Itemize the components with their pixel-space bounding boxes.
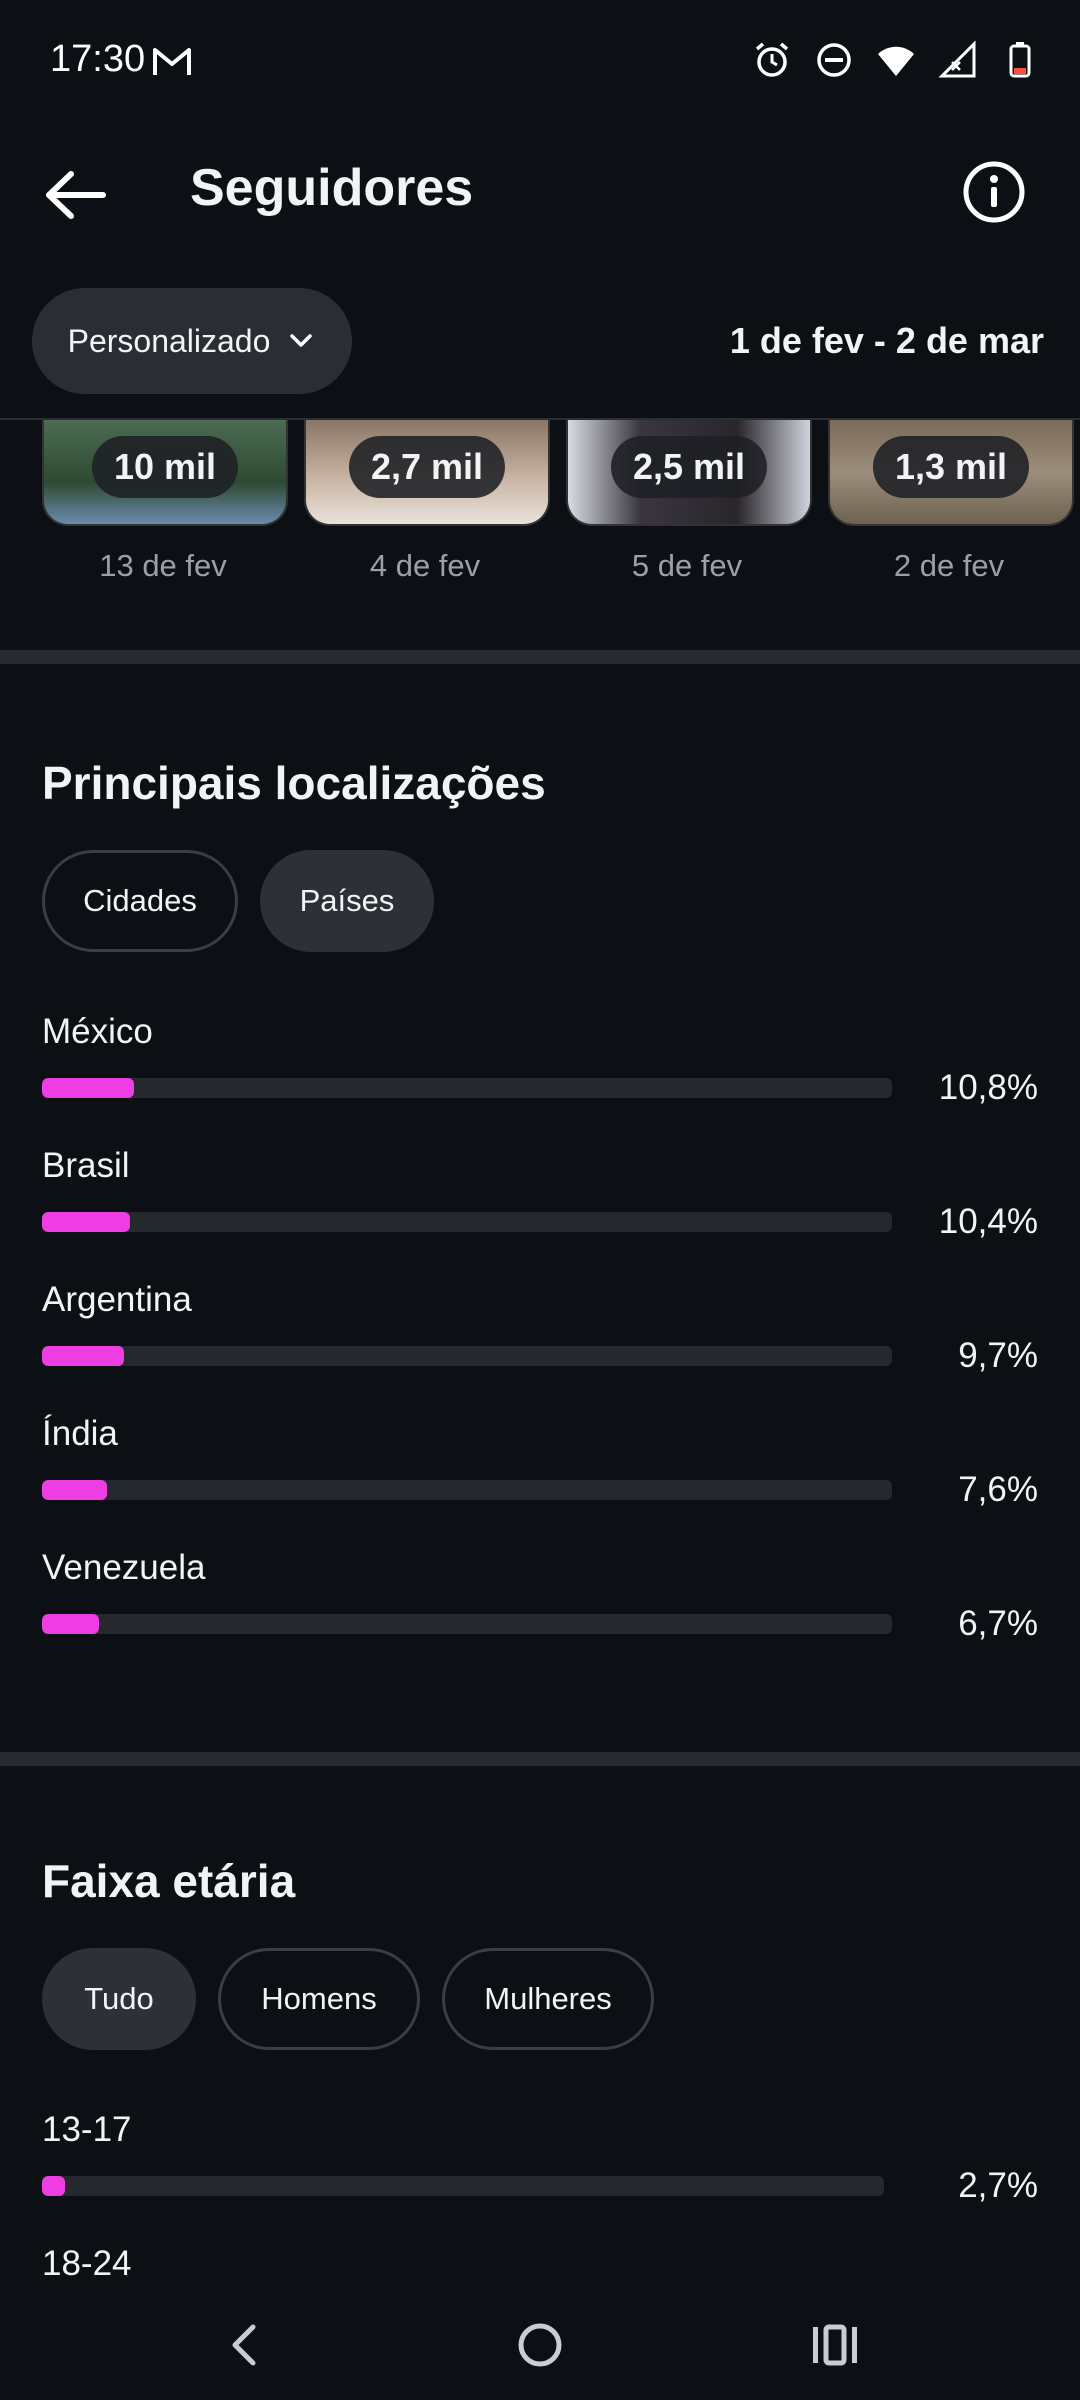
chip-label: Países	[299, 883, 395, 918]
location-label: Venezuela	[42, 1548, 206, 1587]
nav-recents-button[interactable]	[800, 2310, 870, 2380]
back-arrow-icon	[46, 171, 106, 219]
chip-label: Tudo	[84, 1981, 154, 2016]
post-views: 1,3 mil	[872, 436, 1030, 498]
post-date: 5 de fev	[631, 548, 743, 583]
location-label: Argentina	[42, 1280, 192, 1319]
date-range-dropdown[interactable]: Personalizado	[32, 288, 352, 394]
location-percent: 10,4%	[938, 1202, 1038, 1241]
post-thumbnail[interactable]: 2,7 mil	[304, 420, 550, 526]
location-percent: 7,6%	[958, 1470, 1038, 1509]
location-bar	[42, 1614, 892, 1634]
locations-title: Principais localizações	[42, 757, 546, 809]
post-thumbnail[interactable]: 2,5 mil	[566, 420, 812, 526]
location-bar	[42, 1480, 892, 1500]
chevron-down-icon	[290, 334, 313, 347]
dnd-icon	[817, 43, 851, 77]
back-button[interactable]	[40, 160, 110, 230]
location-bar	[42, 1212, 892, 1232]
post-views: 10 mil	[91, 436, 239, 498]
age-label: 13-17	[42, 2110, 132, 2149]
status-time: 17:30	[50, 38, 146, 80]
age-title: Faixa etária	[42, 1855, 296, 1907]
location-percent: 6,7%	[958, 1604, 1038, 1643]
nav-home-button[interactable]	[505, 2310, 575, 2380]
wifi-icon	[878, 46, 914, 76]
location-label: Índia	[42, 1414, 118, 1453]
location-label: México	[42, 1012, 153, 1051]
location-bar-fill	[42, 1480, 107, 1500]
alarm-icon	[755, 42, 789, 77]
chip-label: Cidades	[83, 883, 197, 918]
chip-homens[interactable]: Homens	[218, 1948, 420, 2050]
location-bar-fill	[42, 1212, 131, 1232]
post-date: 2 de fev	[893, 548, 1005, 583]
chip-cidades[interactable]: Cidades	[42, 850, 238, 952]
location-bar-fill	[42, 1346, 125, 1366]
age-percent: 2,7%	[958, 2166, 1038, 2205]
post-date: 13 de fev	[99, 548, 227, 583]
post-views: 2,7 mil	[348, 436, 506, 498]
age-bar	[42, 2176, 884, 2196]
chip-label: Mulheres	[484, 1981, 612, 2016]
chip-paises[interactable]: Países	[260, 850, 434, 952]
nav-back-button[interactable]	[210, 2310, 280, 2380]
age-label: 18-24	[42, 2244, 132, 2283]
post-thumbnail[interactable]: 10 mil	[42, 420, 288, 526]
location-percent: 9,7%	[958, 1336, 1038, 1375]
nav-home-icon	[518, 2323, 562, 2367]
post-thumbnail[interactable]: 1,3 mil	[828, 420, 1074, 526]
status-icons	[752, 40, 1040, 80]
chip-label: Homens	[261, 1981, 377, 2016]
location-bar-fill	[42, 1078, 134, 1098]
nav-back-icon	[232, 2324, 256, 2366]
section-divider	[0, 1752, 1080, 1766]
battery-icon	[1009, 42, 1031, 78]
chip-mulheres[interactable]: Mulheres	[442, 1948, 654, 2050]
section-divider	[0, 650, 1080, 664]
navigation-bar	[0, 2280, 1080, 2400]
page-title: Seguidores	[190, 159, 474, 217]
location-label: Brasil	[42, 1146, 130, 1185]
info-icon[interactable]	[962, 160, 1026, 224]
date-range-text: 1 de fev - 2 de mar	[729, 320, 1044, 361]
header-divider	[0, 418, 1080, 420]
location-bar-fill	[42, 1614, 99, 1634]
date-range-dropdown-label: Personalizado	[67, 322, 271, 359]
post-views: 2,5 mil	[610, 436, 768, 498]
location-bar	[42, 1346, 892, 1366]
chip-tudo[interactable]: Tudo	[42, 1948, 196, 2050]
location-bar	[42, 1078, 892, 1098]
signal-icon	[938, 40, 976, 78]
nav-recents-icon	[813, 2324, 857, 2366]
location-percent: 10,8%	[938, 1068, 1038, 1107]
age-bar-fill	[42, 2176, 65, 2196]
gmail-icon	[153, 48, 191, 75]
post-date: 4 de fev	[369, 548, 481, 583]
